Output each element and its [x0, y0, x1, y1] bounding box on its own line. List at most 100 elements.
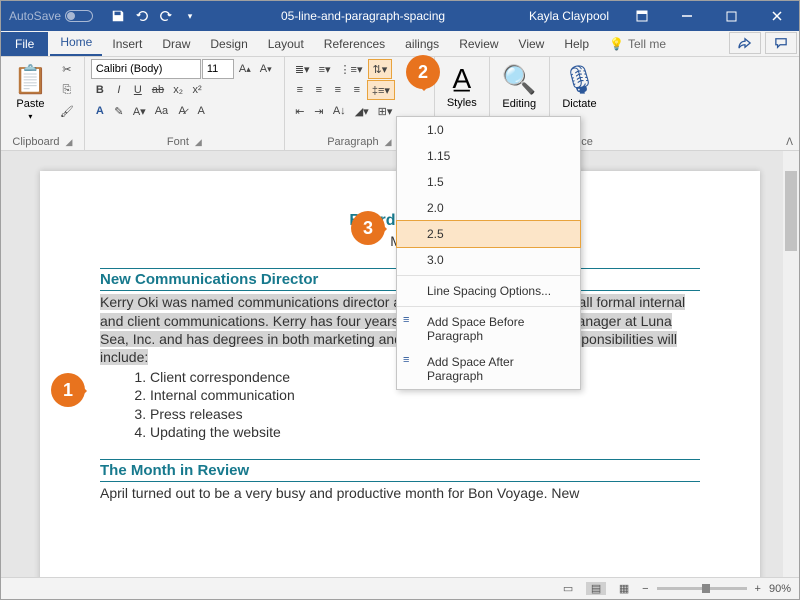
spacing-option[interactable]: 3.0 [397, 247, 580, 273]
text-effects-button[interactable]: A▾ [129, 101, 150, 121]
web-layout-icon[interactable]: ▦ [614, 582, 634, 595]
tab-insert[interactable]: Insert [102, 32, 152, 56]
bullets-button[interactable]: ≣▾ [291, 59, 314, 79]
tab-home[interactable]: Home [50, 30, 102, 56]
tab-file[interactable]: File [1, 32, 48, 56]
format-painter-button[interactable]: 🖌 [56, 101, 78, 121]
print-layout-icon[interactable]: ▤ [586, 582, 606, 595]
zoom-out-button[interactable]: − [642, 583, 648, 595]
increase-indent-button[interactable]: ⇥ [310, 101, 328, 121]
cut-button[interactable]: ✂ [56, 59, 78, 79]
spacing-option[interactable]: 1.0 [397, 117, 580, 143]
clipboard-launcher-icon[interactable]: ◢ [66, 137, 73, 148]
tab-help[interactable]: Help [554, 32, 599, 56]
paragraph-launcher-icon[interactable]: ◢ [385, 137, 392, 148]
multilevel-button[interactable]: ⋮≡▾ [336, 59, 367, 79]
share-button[interactable] [729, 32, 761, 54]
read-mode-icon[interactable]: ▭ [558, 582, 578, 595]
maximize-icon[interactable] [709, 1, 754, 31]
font-name-combo[interactable]: Calibri (Body) [91, 59, 201, 79]
justify-button[interactable]: ≡ [348, 80, 366, 100]
styles-icon: A̲ [452, 63, 471, 95]
tab-design[interactable]: Design [200, 32, 257, 56]
line-spacing-button-2[interactable]: ‡≡▾ [367, 80, 395, 100]
tell-me-search[interactable]: 💡 Tell me [599, 32, 676, 56]
line-spacing-options[interactable]: Line Spacing Options... [397, 278, 580, 304]
autosave-toggle[interactable]: AutoSave [1, 9, 101, 23]
autosave-switch-icon[interactable] [65, 10, 93, 22]
redo-icon[interactable] [155, 5, 177, 27]
callout-2: 2 [406, 55, 440, 89]
font-launcher-icon[interactable]: ◢ [195, 137, 202, 148]
spacing-option[interactable]: 1.15 [397, 143, 580, 169]
superscript-button[interactable]: x² [188, 80, 206, 100]
align-center-button[interactable]: ≡ [310, 80, 328, 100]
vertical-scrollbar[interactable] [783, 151, 799, 577]
font-size-combo[interactable]: 11 [202, 59, 234, 79]
tab-mailings[interactable]: ailings [395, 32, 449, 56]
char-shading-button[interactable]: A [192, 101, 210, 121]
dictate-icon: 🎙 [562, 63, 598, 96]
shading-button[interactable]: ◢▾ [351, 101, 373, 121]
styles-button[interactable]: A̲ Styles [441, 59, 483, 113]
font-color-button[interactable]: A [91, 101, 109, 121]
callout-3: 3 [351, 211, 385, 245]
after-label: Add Space After Paragraph [427, 355, 514, 383]
line-spacing-button[interactable]: ⇅▾ [368, 59, 393, 79]
spacing-option[interactable]: 2.0 [397, 195, 580, 221]
zoom-level[interactable]: 90% [769, 583, 791, 595]
ribbon-display-icon[interactable] [619, 1, 664, 31]
italic-button[interactable]: I [110, 80, 128, 100]
menu-separator [397, 306, 580, 307]
tab-layout[interactable]: Layout [258, 32, 314, 56]
copy-button[interactable]: ⎘ [56, 80, 78, 100]
clear-format-button[interactable]: A̷ [173, 101, 191, 121]
spacing-option[interactable]: 1.5 [397, 169, 580, 195]
paste-button[interactable]: 📋 Paste ▾ [7, 59, 54, 125]
dictate-label: Dictate [562, 98, 596, 110]
tab-references[interactable]: References [314, 32, 395, 56]
undo-icon[interactable] [131, 5, 153, 27]
user-name[interactable]: Kayla Claypool [519, 9, 619, 23]
add-space-after[interactable]: ≡ Add Space After Paragraph [397, 349, 580, 389]
close-icon[interactable] [754, 1, 799, 31]
dictate-button[interactable]: 🎙 Dictate [556, 59, 604, 114]
document-title: 05-line-and-paragraph-spacing [207, 9, 519, 23]
strikethrough-button[interactable]: ab [148, 80, 168, 100]
align-left-button[interactable]: ≡ [291, 80, 309, 100]
subscript-button[interactable]: x₂ [169, 80, 187, 100]
group-font: Calibri (Body) 11 A▴ A▾ B I U ab x₂ x² A… [85, 57, 285, 150]
collapse-ribbon-icon[interactable]: ᐱ [786, 137, 793, 148]
shrink-font-button[interactable]: A▾ [256, 59, 276, 79]
highlight-button[interactable]: ✎ [110, 101, 128, 121]
menu-separator [397, 275, 580, 276]
after-icon: ≡ [403, 354, 409, 366]
spacing-option-hover[interactable]: 2.5 [396, 220, 581, 248]
minimize-icon[interactable] [664, 1, 709, 31]
change-case-button[interactable]: Aa [151, 101, 172, 121]
zoom-slider[interactable] [657, 587, 747, 590]
align-right-button[interactable]: ≡ [329, 80, 347, 100]
decrease-indent-button[interactable]: ⇤ [291, 101, 309, 121]
numbering-button[interactable]: ≡▾ [315, 59, 335, 79]
group-clipboard: 📋 Paste ▾ ✂ ⎘ 🖌 Clipboard◢ [1, 57, 85, 150]
styles-label: Styles [447, 97, 477, 109]
borders-button[interactable]: ⊞▾ [374, 101, 397, 121]
sort-button[interactable]: A↓ [329, 101, 350, 121]
tab-review[interactable]: Review [449, 32, 508, 56]
comments-button[interactable] [765, 32, 797, 54]
paragraph-label: Paragraph [327, 136, 378, 148]
save-icon[interactable] [107, 5, 129, 27]
scrollbar-thumb[interactable] [785, 171, 797, 251]
tab-view[interactable]: View [509, 32, 555, 56]
underline-button[interactable]: U [129, 80, 147, 100]
zoom-in-button[interactable]: + [755, 583, 761, 595]
qat-more-icon[interactable]: ▾ [179, 5, 201, 27]
grow-font-button[interactable]: A▴ [235, 59, 255, 79]
tab-draw[interactable]: Draw [152, 32, 200, 56]
add-space-before[interactable]: ≡Add Space Before Paragraph [397, 309, 580, 349]
editing-button[interactable]: 🔍 Editing [496, 59, 543, 114]
bold-button[interactable]: B [91, 80, 109, 100]
quick-access-toolbar: ▾ [101, 5, 207, 27]
line-spacing-dropdown: 1.0 1.15 1.5 2.0 2.5 3.0 Line Spacing Op… [396, 116, 581, 390]
